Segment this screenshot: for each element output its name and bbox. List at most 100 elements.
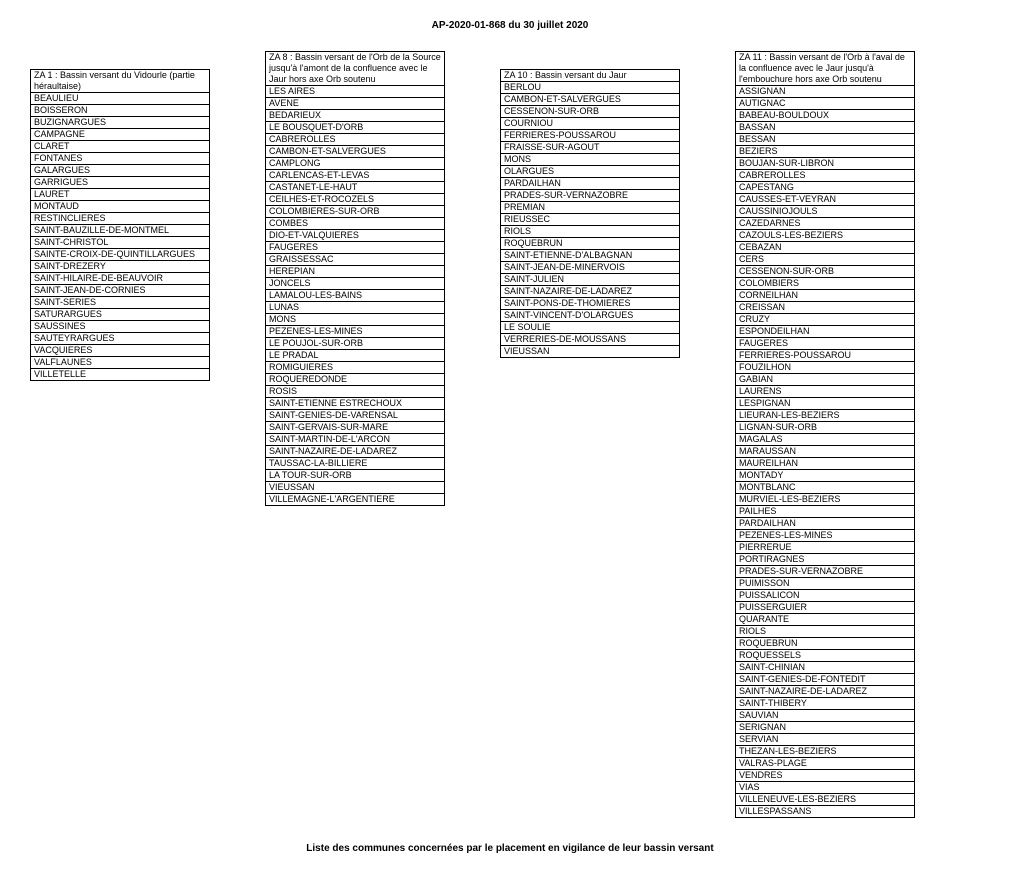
table-row: RIEUSSEC: [501, 214, 680, 226]
table-row: COLOMBIERES-SUR-ORB: [266, 206, 445, 218]
table-row: VALFLAUNES: [31, 357, 210, 369]
table-row: SAINT-CHINIAN: [736, 662, 915, 674]
table-row: CREISSAN: [736, 302, 915, 314]
table-row: MONS: [266, 314, 445, 326]
table-row: BOISSERON: [31, 105, 210, 117]
table-row: SAINT-MARTIN-DE-L'ARCON: [266, 434, 445, 446]
table-row: BEZIERS: [736, 146, 915, 158]
table-row: CAMPAGNE: [31, 129, 210, 141]
table-row: ROSIS: [266, 386, 445, 398]
table-row: SAUTEYRARGUES: [31, 333, 210, 345]
page-title: AP-2020-01-868 du 30 juillet 2020: [30, 20, 990, 31]
table-row: CAMBON-ET-SALVERGUES: [266, 146, 445, 158]
table-row: VIEUSSAN: [266, 482, 445, 494]
table-za8: ZA 8 : Bassin versant de l'Orb de la Sou…: [265, 51, 445, 506]
table-row: MAUREILHAN: [736, 458, 915, 470]
table-row: SAINT-NAZAIRE-DE-LADAREZ: [501, 286, 680, 298]
table-row: PREMIAN: [501, 202, 680, 214]
table-row: GALARGUES: [31, 165, 210, 177]
table-row: SAINT-GERVAIS-SUR-MARE: [266, 422, 445, 434]
table-header: ZA 10 : Bassin versant du Jaur: [501, 70, 680, 82]
table-row: LESPIGNAN: [736, 398, 915, 410]
table-row: MONTBLANC: [736, 482, 915, 494]
table-row: SATURARGUES: [31, 309, 210, 321]
col-4: ZA 11 : Bassin versant de l'Orb à l'aval…: [735, 51, 915, 818]
table-row: CASTANET-LE-HAUT: [266, 182, 445, 194]
table-row: FONTANES: [31, 153, 210, 165]
table-row: AVENE: [266, 98, 445, 110]
table-row: ASSIGNAN: [736, 86, 915, 98]
table-row: THEZAN-LES-BEZIERS: [736, 746, 915, 758]
table-row: CAZEDARNES: [736, 218, 915, 230]
table-row: SAINT-HILAIRE-DE-BEAUVOIR: [31, 273, 210, 285]
table-row: VIAS: [736, 782, 915, 794]
table-row: ROQUESSELS: [736, 650, 915, 662]
table-row: PUISSERGUIER: [736, 602, 915, 614]
table-row: BABEAU-BOULDOUX: [736, 110, 915, 122]
table-row: PORTIRAGNES: [736, 554, 915, 566]
table-row: FERRIERES-POUSSAROU: [736, 350, 915, 362]
table-row: VENDRES: [736, 770, 915, 782]
table-row: PEZENES-LES-MINES: [736, 530, 915, 542]
table-row: SAINT-CHRISTOL: [31, 237, 210, 249]
table-row: CESSENON-SUR-ORB: [736, 266, 915, 278]
table-row: CAMPLONG: [266, 158, 445, 170]
table-row: CAUSSINIOJOULS: [736, 206, 915, 218]
table-row: SAINT-GENIES-DE-VARENSAL: [266, 410, 445, 422]
page-footer: Liste des communes concernées par le pla…: [30, 843, 990, 854]
table-row: LA TOUR-SUR-ORB: [266, 470, 445, 482]
table-row: CORNEILHAN: [736, 290, 915, 302]
table-row: PRADES-SUR-VERNAZOBRE: [736, 566, 915, 578]
table-row: CEBAZAN: [736, 242, 915, 254]
table-row: LAMALOU-LES-BAINS: [266, 290, 445, 302]
table-row: FRAISSE-SUR-AGOUT: [501, 142, 680, 154]
table-row: VERRERIES-DE-MOUSSANS: [501, 334, 680, 346]
table-row: RESTINCLIERES: [31, 213, 210, 225]
col-1: ZA 1 : Bassin versant du Vidourle (parti…: [30, 69, 210, 381]
table-row: PAILHES: [736, 506, 915, 518]
table-row: LUNAS: [266, 302, 445, 314]
table-row: ROQUEBRUN: [501, 238, 680, 250]
table-row: LIGNAN-SUR-ORB: [736, 422, 915, 434]
table-row: RIOLS: [736, 626, 915, 638]
table-row: COMBES: [266, 218, 445, 230]
table-header: ZA 8 : Bassin versant de l'Orb de la Sou…: [266, 52, 445, 86]
table-row: BERLOU: [501, 82, 680, 94]
table-row: MARAUSSAN: [736, 446, 915, 458]
table-row: SAINT-THIBERY: [736, 698, 915, 710]
table-row: LIEURAN-LES-BEZIERS: [736, 410, 915, 422]
table-row: SAINT-ETIENNE ESTRECHOUX: [266, 398, 445, 410]
table-row: LAURET: [31, 189, 210, 201]
table-row: BESSAN: [736, 134, 915, 146]
table-row: CAMBON-ET-SALVERGUES: [501, 94, 680, 106]
table-row: SAINT-GENIES-DE-FONTEDIT: [736, 674, 915, 686]
table-row: MONTAUD: [31, 201, 210, 213]
table-row: SERIGNAN: [736, 722, 915, 734]
table-row: SAUVIAN: [736, 710, 915, 722]
table-row: PIERRERUE: [736, 542, 915, 554]
table-row: BUZIGNARGUES: [31, 117, 210, 129]
table-row: ROQUEBRUN: [736, 638, 915, 650]
table-row: SAINT-NAZAIRE-DE-LADAREZ: [266, 446, 445, 458]
table-row: QUARANTE: [736, 614, 915, 626]
table-row: CEILHES-ET-ROCOZELS: [266, 194, 445, 206]
table-row: SAINT-DREZERY: [31, 261, 210, 273]
table-row: PRADES-SUR-VERNAZOBRE: [501, 190, 680, 202]
table-row: CERS: [736, 254, 915, 266]
table-row: LE BOUSQUET-D'ORB: [266, 122, 445, 134]
table-row: GRAISSESSAC: [266, 254, 445, 266]
table-row: VILLENEUVE-LES-BEZIERS: [736, 794, 915, 806]
table-row: CAUSSES-ET-VEYRAN: [736, 194, 915, 206]
table-row: TAUSSAC-LA-BILLIERE: [266, 458, 445, 470]
table-row: BOUJAN-SUR-LIBRON: [736, 158, 915, 170]
table-row: PARDAILHAN: [501, 178, 680, 190]
table-row: ROQUEREDONDE: [266, 374, 445, 386]
table-row: SAINT-JEAN-DE-CORNIES: [31, 285, 210, 297]
table-row: HEREPIAN: [266, 266, 445, 278]
col-2: ZA 8 : Bassin versant de l'Orb de la Sou…: [265, 51, 445, 506]
table-row: FAUGERES: [736, 338, 915, 350]
table-row: SERVIAN: [736, 734, 915, 746]
table-row: BEAULIEU: [31, 93, 210, 105]
table-row: BASSAN: [736, 122, 915, 134]
table-row: OLARGUES: [501, 166, 680, 178]
